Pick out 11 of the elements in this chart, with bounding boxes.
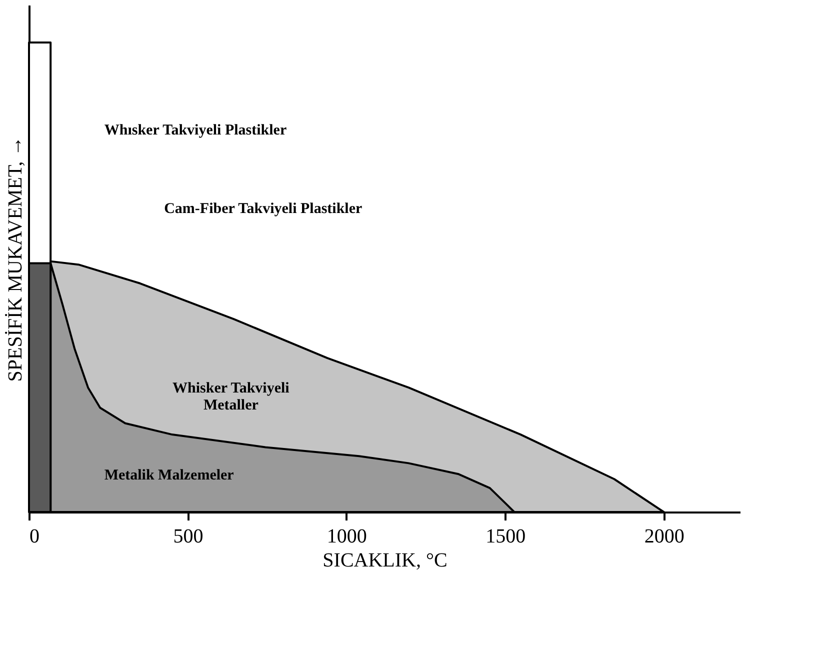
x-tick-label: 0 [30, 526, 40, 548]
annotation: Metalik Malzemeler [104, 467, 234, 484]
y-axis-title: SPESİFİK MUKAVEMET, → [4, 136, 26, 382]
x-tick-label: 1000 [326, 526, 367, 548]
x-axis-title: SICAKLIK, °C [322, 550, 448, 572]
annotation: Whisker Takviyeli Metaller [172, 380, 290, 414]
x-tick-label: 1500 [486, 526, 526, 548]
annotation: Whısker Takviyeli Plastikler [104, 122, 287, 139]
x-tick-label: 2000 [644, 526, 684, 548]
annotation: Cam-Fiber Takviyeli Plastikler [164, 200, 362, 217]
x-tick-label: 500 [173, 526, 204, 548]
